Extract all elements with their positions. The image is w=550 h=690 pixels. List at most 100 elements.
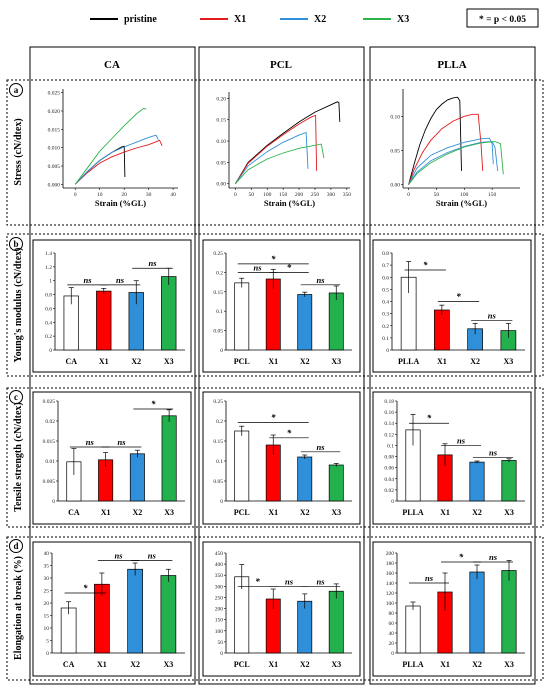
x-tick-label: 0	[407, 192, 410, 198]
category-label: X1	[268, 357, 278, 366]
significance-label: *	[287, 428, 292, 438]
y-tick-label: 0.4	[45, 320, 52, 326]
y-tick-label: 0.015	[48, 127, 61, 133]
chart-b-PCL: 0 0.05 0.1 0.15 0.2 0.25 PCL X1 X2 X3 * ns * ns	[213, 251, 352, 366]
row-badge-a: a	[9, 83, 23, 97]
x-tick-label: 200	[295, 192, 304, 198]
category-label: X3	[164, 508, 174, 517]
category-label: CA	[68, 508, 80, 517]
y-tick-label: 0.01	[45, 459, 55, 465]
column-header-plla: PLLA	[437, 59, 466, 71]
series-line-2	[74, 134, 159, 185]
bar-plla	[405, 605, 421, 654]
bar-x2	[469, 461, 485, 502]
y-tick-label: 0.1	[216, 309, 223, 315]
significance-label: ns	[425, 573, 434, 583]
bar-x3	[328, 292, 344, 351]
y-tick-label: 1.4	[45, 251, 52, 257]
bar-x1	[96, 290, 112, 351]
series-line-1	[74, 139, 163, 185]
y-tick-label: 0.06	[384, 466, 394, 472]
series-line-2	[235, 131, 309, 184]
x-tick-label: 150	[488, 192, 497, 198]
y-tick-label: 60	[389, 621, 395, 627]
y-tick-label: 0	[220, 651, 223, 657]
bar-ca	[60, 607, 77, 654]
series-line-1	[408, 113, 484, 185]
y-tick-label: 0	[220, 348, 223, 354]
chart-b-CA: 0 0.2 0.4 0.6 0.8 1 1.2 1.4 CA X1 X2 X3 ns ns ns	[45, 251, 185, 366]
significance-label: ns	[114, 551, 123, 561]
row-frame-c	[6, 387, 544, 528]
y-tick-label: 0.15	[213, 439, 223, 445]
y-tick-label: 0.6	[45, 306, 52, 312]
x-tick-label: 50	[249, 192, 255, 198]
legend: pristine X1 X2 X3 * = p < 0.05	[90, 8, 539, 28]
y-tick-label: 35	[44, 564, 50, 570]
svg-text:c: c	[14, 392, 18, 402]
category-label: X2	[132, 508, 142, 517]
x-tick-label: 20	[121, 192, 127, 198]
significance-label: *	[427, 413, 432, 423]
y-tick-label: 0	[391, 499, 394, 505]
x-tick-label: 0	[74, 192, 77, 198]
category-label: X2	[300, 660, 310, 669]
x-tick-label: 350	[343, 192, 352, 198]
bar-x3	[328, 464, 344, 502]
row-ylabel-c: Tensile strength (cN/dtex)	[13, 402, 24, 511]
y-tick-label: 20	[389, 641, 395, 647]
y-tick-label: 0.2	[216, 419, 223, 425]
y-tick-label: 0.05	[213, 479, 223, 485]
significance-label: ns	[488, 310, 497, 320]
category-label: PLLA	[402, 660, 424, 669]
x-tick-label: 100	[460, 192, 469, 198]
significance-label: *	[423, 260, 428, 270]
y-tick-label: 0.02	[384, 488, 394, 494]
column-frame-ca	[29, 46, 196, 685]
row-frame-b	[6, 233, 544, 377]
category-label: X1	[268, 660, 278, 669]
y-tick-label: 30	[44, 576, 50, 582]
category-label: CA	[65, 357, 77, 366]
svg-text:a: a	[14, 85, 19, 95]
bar-x3	[328, 590, 344, 654]
y-tick-label: 100	[215, 629, 224, 635]
significance-label: *	[151, 399, 156, 409]
category-label: X3	[504, 660, 514, 669]
row-frame-a	[6, 79, 544, 226]
category-label: X1	[99, 357, 109, 366]
y-tick-label: 0.1	[382, 336, 389, 342]
significance-label: ns	[148, 551, 157, 561]
significance-label: *	[456, 292, 461, 302]
y-tick-label: 1	[49, 279, 52, 285]
y-tick-label: 300	[215, 584, 224, 590]
bar-pcl	[234, 282, 250, 351]
category-label: PCL	[234, 508, 250, 517]
svg-text:b: b	[13, 239, 18, 249]
significance-label: *	[83, 583, 88, 593]
y-tick-label: 200	[386, 551, 395, 557]
significance-box	[466, 8, 539, 28]
category-label: X1	[440, 660, 450, 669]
bar-x2	[297, 294, 313, 351]
x-tick-label: 10	[97, 192, 103, 198]
y-tick-label: 0.8	[382, 251, 389, 257]
category-label: X3	[164, 357, 174, 366]
category-label: X3	[503, 357, 513, 366]
series-line-0	[235, 101, 341, 184]
y-tick-label: 140	[386, 581, 395, 587]
y-tick-label: 0.5	[382, 287, 389, 293]
y-tick-label: 50	[218, 640, 224, 646]
category-label: PLLA	[398, 357, 420, 366]
y-tick-label: 0.00	[216, 182, 226, 188]
significance-label: *	[255, 576, 260, 586]
y-tick-label: 0.2	[216, 270, 223, 276]
row-ylabel-b: Young's modulus (cN/dtex)	[13, 247, 24, 362]
series-line-0	[408, 96, 462, 185]
significance-label: *	[271, 254, 276, 264]
y-tick-label: 0.16	[384, 410, 394, 416]
y-tick-label: 450	[215, 551, 224, 557]
